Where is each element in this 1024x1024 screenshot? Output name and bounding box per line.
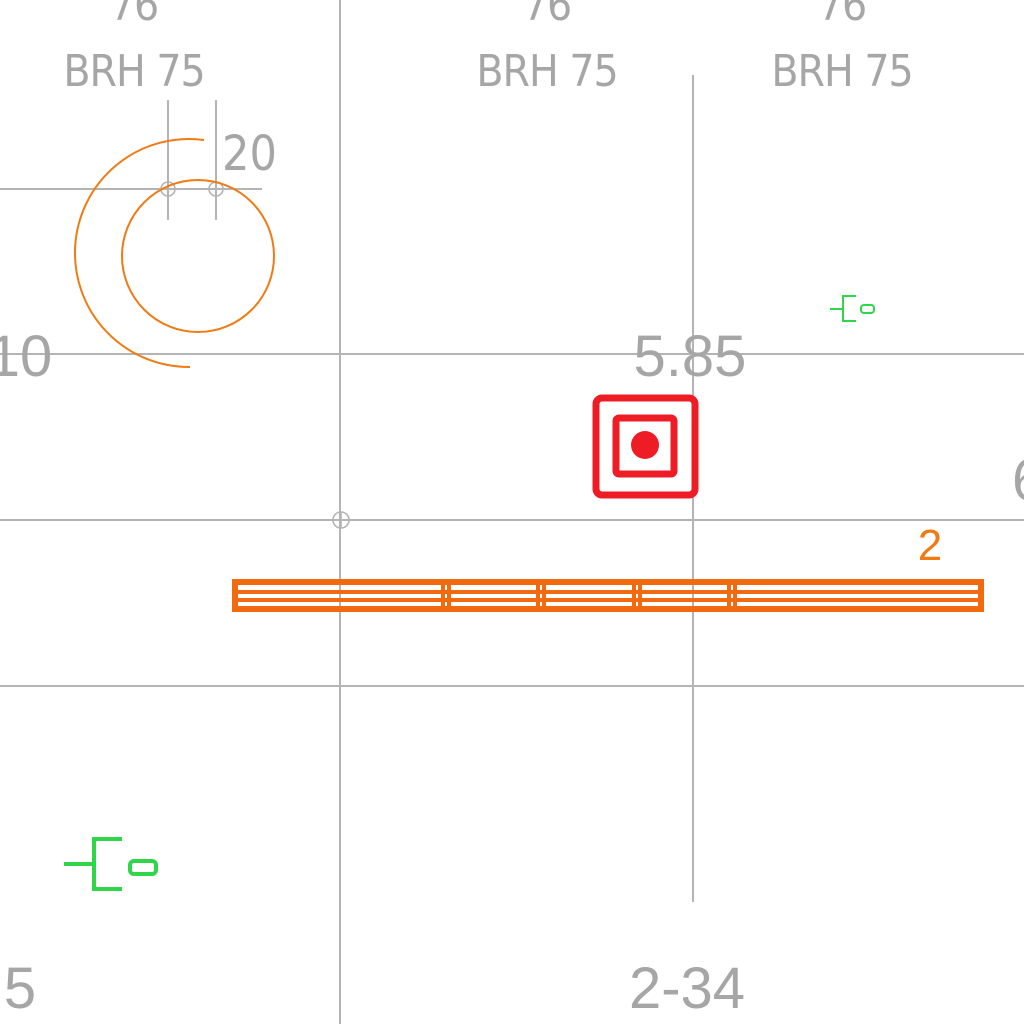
bottom-label-left: 5 <box>4 956 36 1021</box>
tag-label-2: BRH 75 <box>476 46 617 97</box>
beam-mark-label: 2 <box>918 521 942 570</box>
beam-outline <box>232 579 984 612</box>
level-label-left: 10 <box>0 324 52 389</box>
tag-height-1: 76 <box>110 0 158 31</box>
red-target-icon[interactable] <box>592 394 699 499</box>
level-label-center: 5.85 <box>634 324 747 389</box>
opening-arc-icon <box>73 138 275 369</box>
tag-labels: 76 BRH 75 76 BRH 75 76 BRH 75 <box>63 0 913 97</box>
tag-height-2: 76 <box>523 0 571 31</box>
dimension-label: 20 <box>222 126 277 182</box>
level-label-right: 6 <box>1012 448 1024 513</box>
tag-label-1: BRH 75 <box>63 46 204 97</box>
green-fixture-icon-large[interactable] <box>64 837 158 891</box>
green-fixture-icon[interactable] <box>830 295 875 322</box>
tag-height-3: 76 <box>818 0 866 31</box>
bottom-label-center: 2-34 <box>629 956 745 1021</box>
tag-label-3: BRH 75 <box>771 46 912 97</box>
grid-markers <box>160 181 350 529</box>
beam[interactable] <box>232 579 984 612</box>
